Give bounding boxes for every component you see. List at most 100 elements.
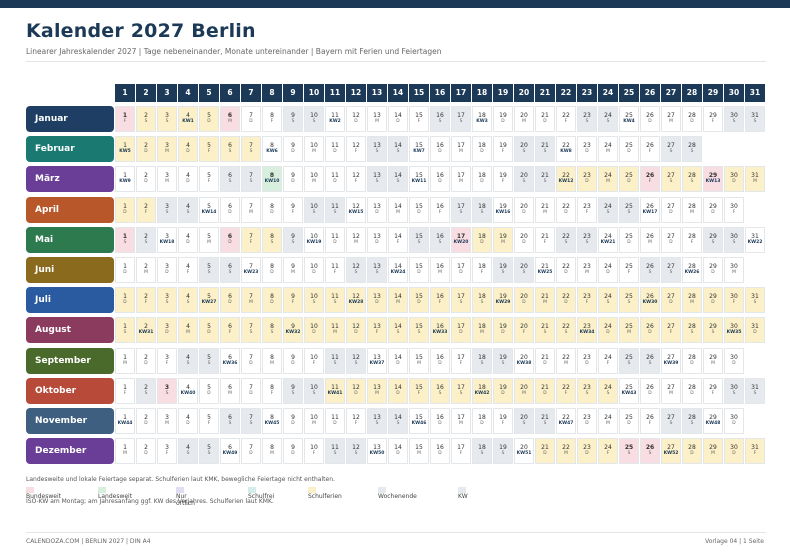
iso-week-number: KW38	[516, 360, 532, 366]
day-cell: 18 F	[472, 257, 492, 283]
day-cell: 25 KW4	[619, 106, 639, 132]
day-number: 6	[228, 353, 232, 361]
month-label: September	[26, 347, 114, 374]
weekday-abbr: F	[711, 119, 715, 124]
day-cell: 21 M	[535, 287, 555, 314]
day-cell: 26 KW30	[640, 287, 660, 314]
weekday-abbr: S	[669, 421, 673, 426]
weekday-abbr: D	[438, 360, 442, 366]
day-cell: 12 D	[346, 377, 366, 404]
page-subtitle: Linearer Jahreskalender 2027 | Tage nebe…	[26, 47, 442, 56]
day-cell: 21 S	[535, 408, 555, 434]
weekday-abbr: S	[501, 451, 505, 457]
day-number: 27	[667, 293, 675, 301]
weekday-abbr: D	[711, 300, 715, 306]
day-cell: 5 KW14	[199, 196, 219, 223]
weekday-abbr: S	[690, 421, 694, 426]
weekday-abbr: D	[144, 179, 148, 185]
weekday-abbr: F	[753, 451, 757, 457]
day-number: 28	[688, 172, 696, 180]
day-cell: 23 F	[577, 287, 597, 314]
day-number: 21	[541, 142, 549, 150]
day-number: 27	[667, 323, 675, 331]
weekday-abbr: M	[711, 451, 715, 457]
day-number: 2	[144, 172, 148, 180]
day-number: 13	[373, 323, 381, 331]
weekday-abbr: F	[648, 421, 652, 426]
day-number: 28	[688, 323, 696, 331]
legend-swatch	[378, 486, 386, 493]
day-header: 9	[283, 84, 303, 102]
weekday-abbr: S	[417, 239, 421, 245]
weekday-abbr: S	[501, 360, 505, 366]
weekday-abbr: M	[165, 421, 169, 426]
weekday-abbr: F	[648, 179, 652, 185]
iso-week-note: ISO-KW am Montag; am Jahresanfang ggf. K…	[26, 498, 274, 505]
day-number: 4	[186, 172, 190, 180]
weekday-abbr: D	[291, 360, 295, 366]
day-cell: 1 KW5	[115, 136, 135, 163]
iso-week-number: KW51	[516, 451, 532, 457]
day-number: 26	[646, 414, 654, 421]
weekday-abbr: S	[459, 119, 463, 124]
day-header: 5	[199, 84, 219, 102]
day-number: 3	[165, 323, 169, 331]
day-number: 25	[625, 112, 633, 119]
day-number: 27	[667, 263, 675, 270]
day-cell: 12 F	[346, 166, 366, 193]
day-number: 21	[541, 293, 549, 301]
day-header: 8	[262, 84, 282, 102]
day-cell: 12 S	[346, 438, 366, 465]
weekday-abbr: M	[690, 300, 694, 306]
day-number: 29	[709, 323, 717, 331]
day-number: 23	[583, 383, 591, 391]
day-number: 15	[415, 172, 423, 180]
weekday-abbr: S	[186, 451, 190, 457]
day-number: 28	[688, 414, 696, 421]
day-cell: 22 M	[556, 347, 576, 374]
weekday-abbr: S	[228, 421, 232, 426]
weekday-abbr: F	[354, 421, 358, 426]
day-number: 19	[499, 293, 507, 301]
weekday-abbr: F	[123, 119, 127, 124]
weekday-abbr: S	[375, 421, 379, 426]
day-header: 30	[724, 84, 744, 102]
day-cell: 31 D	[745, 317, 765, 344]
weekday-abbr: F	[669, 330, 673, 336]
weekday-abbr: D	[627, 149, 631, 155]
day-cell: 27 D	[661, 196, 681, 223]
day-cell: 15 F	[409, 106, 429, 132]
weekday-abbr: F	[522, 330, 526, 336]
iso-week-number: KW50	[369, 451, 385, 457]
day-cell: 18 D	[472, 226, 492, 253]
day-number: 12	[352, 444, 360, 452]
weekday-abbr: S	[228, 149, 232, 155]
iso-week-number: KW41	[327, 390, 343, 396]
day-cell: 16 D	[430, 166, 450, 193]
iso-week-number: KW42	[474, 390, 490, 396]
day-cell: 26 F	[640, 136, 660, 163]
iso-week-number: KW19	[306, 239, 322, 245]
day-number: 20	[520, 142, 528, 150]
legend-item: Wochenende	[378, 486, 417, 500]
day-number: 7	[249, 112, 253, 119]
day-cell: 30 F	[724, 287, 744, 314]
weekday-abbr: S	[606, 390, 610, 396]
weekday-abbr: M	[186, 330, 190, 336]
day-number: 29	[709, 444, 717, 452]
weekday-abbr: M	[249, 300, 253, 306]
weekday-abbr: S	[165, 119, 169, 124]
day-cell: 15 KW11	[409, 166, 429, 193]
day-number: 9	[291, 383, 295, 391]
day-cell: 28 S	[682, 317, 702, 344]
